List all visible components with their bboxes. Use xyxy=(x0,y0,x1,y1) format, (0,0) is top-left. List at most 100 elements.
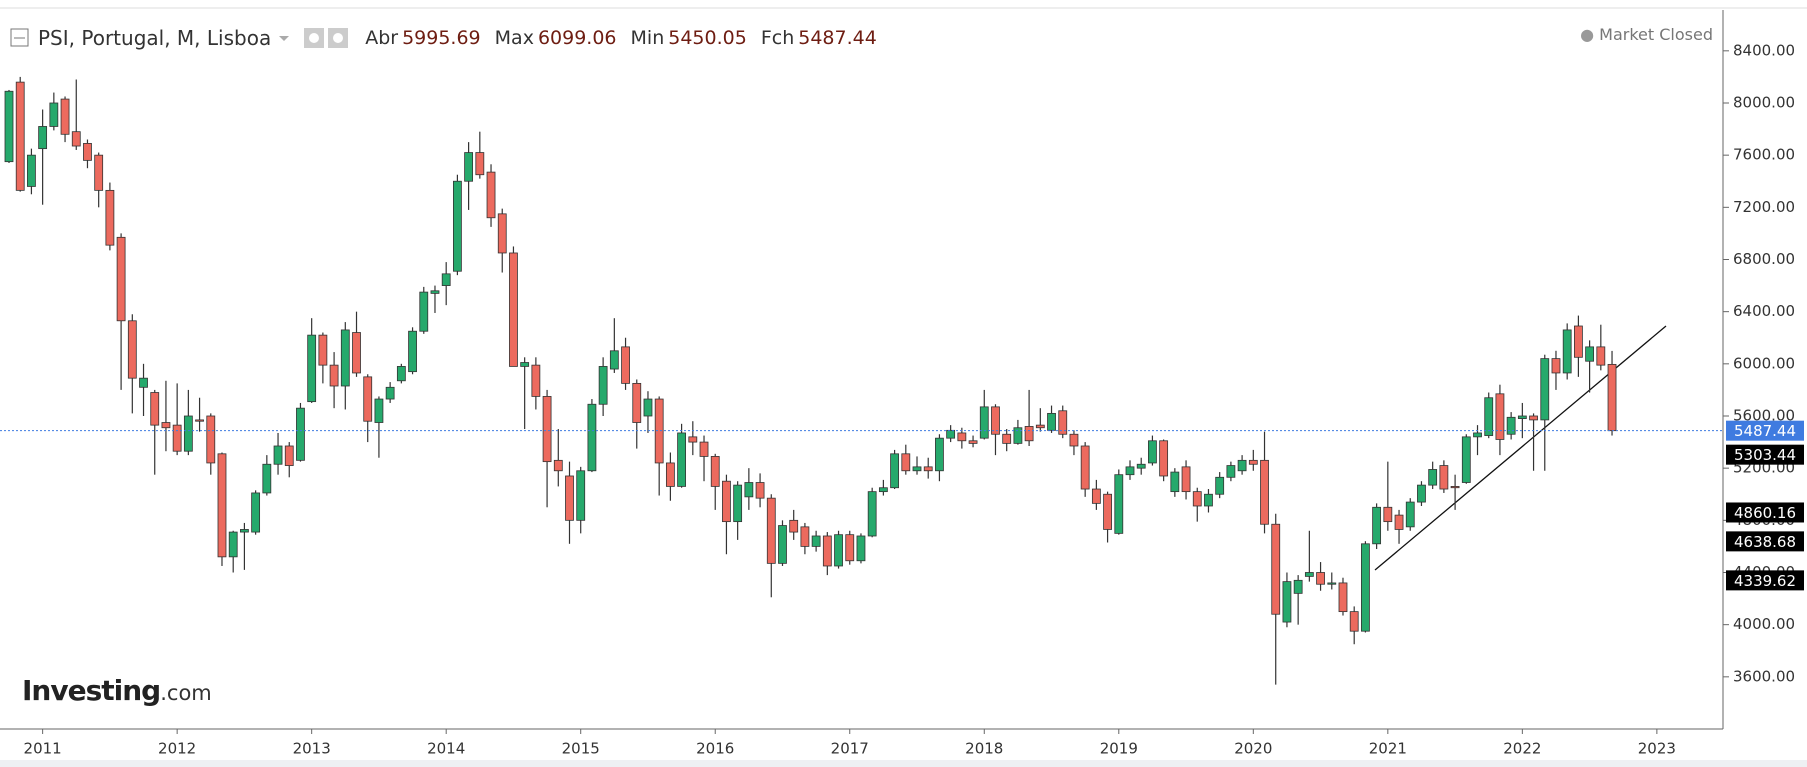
candle-body xyxy=(38,126,48,150)
candle-body xyxy=(935,437,944,472)
logo-name: Investing xyxy=(22,674,161,707)
candle-body xyxy=(1327,582,1337,585)
candle-body xyxy=(1159,440,1169,477)
candle-body xyxy=(733,484,743,523)
candle-body xyxy=(396,366,406,382)
candle-body xyxy=(979,406,989,439)
price-marker xyxy=(1726,444,1804,465)
candle-body xyxy=(890,453,899,489)
y-tick-label: 8400.00 xyxy=(1733,41,1795,59)
candle-body xyxy=(183,415,193,452)
candle-body xyxy=(1192,491,1202,507)
candle-body xyxy=(834,534,843,567)
candle-body xyxy=(1574,325,1583,358)
candle-body xyxy=(901,453,911,472)
candle-body xyxy=(1484,397,1494,436)
y-tick-label: 3600.00 xyxy=(1733,667,1795,685)
x-tick-label: 2016 xyxy=(696,740,734,758)
x-tick-label: 2011 xyxy=(24,740,62,758)
candle-body xyxy=(195,419,204,422)
candle-body xyxy=(83,143,92,161)
candle-body xyxy=(609,350,619,370)
candle-body xyxy=(1080,445,1090,490)
candle-body xyxy=(127,320,137,379)
candle-body xyxy=(1125,466,1135,476)
candle-body xyxy=(1473,432,1482,438)
candle-body xyxy=(284,445,294,466)
candle-body xyxy=(307,334,317,403)
candle-body xyxy=(105,189,115,246)
candle-body xyxy=(1461,436,1471,483)
y-tick-label: 6000.00 xyxy=(1733,354,1795,372)
candle-body xyxy=(1181,466,1191,493)
x-tick-label: 2014 xyxy=(427,740,465,758)
price-marker-label: 4638.68 xyxy=(1734,533,1796,551)
candle-body xyxy=(1394,514,1404,530)
logo: Investing.com xyxy=(22,674,212,707)
candle-body xyxy=(1282,581,1292,623)
candle-body xyxy=(1585,346,1595,362)
candle-body xyxy=(352,332,361,374)
candle-body xyxy=(161,422,171,429)
candle-body xyxy=(340,329,350,387)
candle-body xyxy=(228,531,238,558)
y-tick-label: 7200.00 xyxy=(1733,198,1795,216)
candle-body xyxy=(273,445,283,465)
candle-body xyxy=(4,90,14,163)
candle-body xyxy=(71,131,81,147)
candle-body xyxy=(542,396,552,463)
y-tick-label: 5600.00 xyxy=(1733,406,1795,424)
candle-body xyxy=(1103,493,1112,530)
candle-body xyxy=(1170,471,1180,493)
candle-body xyxy=(363,376,373,422)
candle-body xyxy=(621,346,630,384)
candle-body xyxy=(1540,358,1550,421)
x-tick-label: 2021 xyxy=(1369,740,1407,758)
candle-body xyxy=(15,81,25,191)
candle-body xyxy=(1047,412,1056,431)
candle-body xyxy=(968,440,978,444)
candle-body xyxy=(923,466,933,472)
candle-body xyxy=(1136,463,1146,469)
candle-body xyxy=(464,152,474,182)
collapse-icon[interactable] xyxy=(10,28,30,48)
y-tick-label: 4000.00 xyxy=(1733,615,1795,633)
settings-icons[interactable] xyxy=(303,27,351,49)
open-value: 5995.69 xyxy=(402,27,481,49)
candle-body xyxy=(452,180,462,272)
candle-body xyxy=(800,526,810,547)
candle-body xyxy=(262,463,272,494)
candle-body xyxy=(1517,415,1527,420)
candle-body xyxy=(822,535,832,567)
candle-body xyxy=(632,382,642,423)
close-label: Fch xyxy=(760,27,795,49)
candle-body xyxy=(1529,415,1538,421)
candle-body xyxy=(329,364,339,387)
dropdown-icon[interactable] xyxy=(275,28,295,48)
candle-body xyxy=(1304,572,1314,577)
x-tick-label: 2022 xyxy=(1503,740,1541,758)
candle-body xyxy=(878,487,888,493)
candle-body xyxy=(486,171,496,219)
candle-body xyxy=(1417,484,1426,503)
candle-body xyxy=(172,424,182,452)
symbol-title[interactable]: PSI, Portugal, M, Lisboa xyxy=(38,26,272,50)
candle-body xyxy=(1248,459,1258,465)
candle-body xyxy=(1372,506,1382,545)
candle-body xyxy=(1148,440,1157,464)
candle-body xyxy=(150,392,160,426)
candle-body xyxy=(1361,543,1370,632)
candle-body xyxy=(441,273,451,286)
header: PSI, Portugal, M, Lisboa Abr 5995.69 Max 6… xyxy=(10,24,877,52)
candle-body xyxy=(116,236,126,322)
candle-body xyxy=(1596,346,1606,366)
candle-body xyxy=(722,480,731,523)
price-marker xyxy=(1726,420,1804,441)
candle-body xyxy=(598,366,608,405)
candle-body xyxy=(1383,506,1393,523)
candle-body xyxy=(755,482,765,499)
candle-body xyxy=(1562,329,1572,374)
candle-body xyxy=(206,415,216,464)
